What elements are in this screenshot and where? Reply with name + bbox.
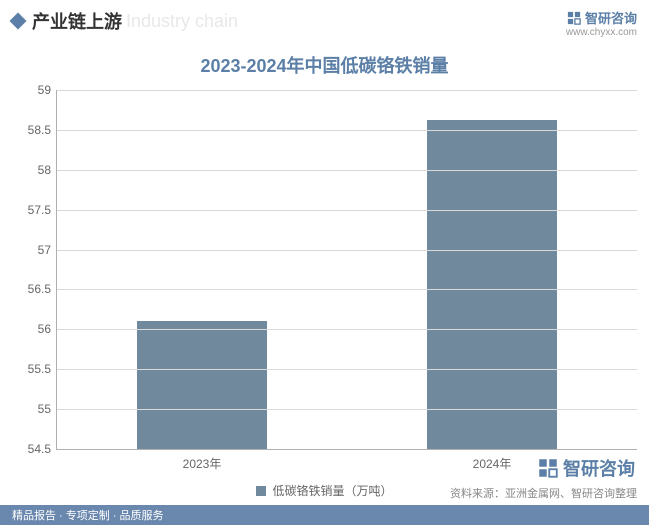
- grid-line: [57, 90, 637, 91]
- x-axis-label: 2024年: [473, 455, 512, 472]
- y-axis-label: 55: [38, 402, 57, 416]
- top-bar: 产业链上游 Industry chain 智研咨询 www.chyxx.com: [0, 0, 649, 42]
- bars-container: 2023年2024年: [57, 90, 637, 449]
- footer-tagline: 精品报告 · 专项定制 · 品质服务: [12, 507, 164, 523]
- section-title-ghost: Industry chain: [126, 11, 238, 32]
- diamond-icon: [10, 13, 27, 30]
- y-axis-label: 59: [38, 83, 57, 97]
- chart-title: 2023-2024年中国低碳铬铁销量: [0, 52, 649, 78]
- brand-text: 智研咨询: [585, 8, 637, 27]
- footer-bar: 精品报告 · 专项定制 · 品质服务: [0, 505, 649, 525]
- y-axis-label: 58.5: [28, 123, 57, 137]
- y-axis-label: 56: [38, 322, 57, 336]
- grid-line: [57, 369, 637, 370]
- y-axis-label: 55.5: [28, 362, 57, 376]
- y-axis-label: 57: [38, 243, 57, 257]
- legend-label: 低碳铬铁销量（万吨）: [272, 482, 392, 499]
- brand: 智研咨询: [566, 8, 637, 27]
- brand-block: 智研咨询 www.chyxx.com: [566, 8, 637, 38]
- chart-area: 2023年2024年 54.55555.55656.55757.55858.55…: [56, 90, 637, 450]
- brand-watermark-icon: [538, 458, 558, 478]
- y-axis-label: 54.5: [28, 442, 57, 456]
- grid-line: [57, 130, 637, 131]
- grid-line: [57, 250, 637, 251]
- source-note: 资料来源：亚洲金属网、智研咨询整理: [450, 485, 637, 501]
- brand-watermark-text: 智研咨询: [563, 455, 635, 481]
- brand-url: www.chyxx.com: [566, 27, 637, 38]
- legend-swatch: [256, 486, 266, 496]
- grid-line: [57, 329, 637, 330]
- grid-line: [57, 210, 637, 211]
- brand-watermark: 智研咨询: [538, 455, 635, 481]
- section-heading: 产业链上游 Industry chain: [12, 8, 238, 34]
- grid-line: [57, 409, 637, 410]
- bar-slot: 2023年: [86, 321, 318, 449]
- y-axis-label: 58: [38, 163, 57, 177]
- grid-line: [57, 289, 637, 290]
- x-axis-label: 2023年: [183, 455, 222, 472]
- brand-icon: [567, 11, 581, 25]
- bar: [137, 321, 267, 449]
- y-axis-label: 56.5: [28, 282, 57, 296]
- section-title: 产业链上游: [32, 8, 122, 34]
- y-axis-label: 57.5: [28, 203, 57, 217]
- grid-line: [57, 170, 637, 171]
